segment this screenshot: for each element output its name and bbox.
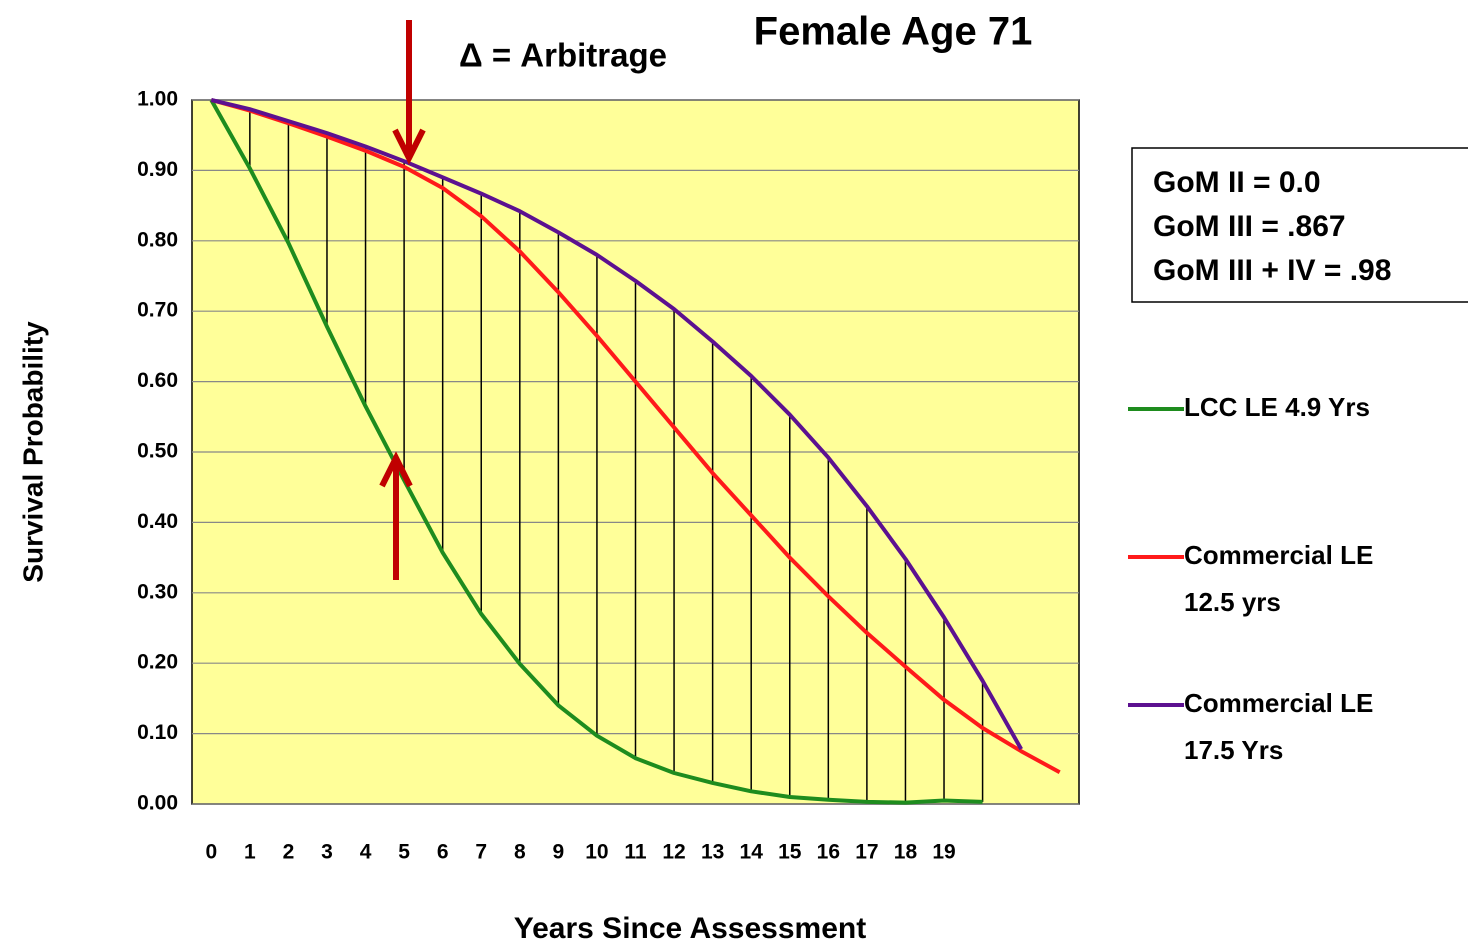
legend-label: LCC LE 4.9 Yrs [1184,392,1370,422]
y-tick-label: 0.20 [137,651,178,674]
y-tick-label: 0.90 [137,158,178,181]
annotation-box [1131,147,1468,303]
x-tick-label: 5 [398,841,410,864]
y-tick-label: 0.60 [137,369,178,392]
x-tick-label: 9 [553,841,565,864]
legend-item: Commercial LE 12.5 yrs [1128,540,1424,626]
x-tick-label: 2 [283,841,295,864]
series-line [210,98,1061,775]
y-tick-label: 0.80 [137,228,178,251]
legend-item: LCC LE 4.9 Yrs [1128,392,1370,431]
x-tick-label: 13 [701,841,724,864]
marks: 0.00 0.10 0.20 0.30 0.40 0.50 0.60 0.70 0.80 0.90… [137,88,1079,864]
x-tick-label: 0 [205,841,217,864]
legend-item: Commercial LE 17.5 Yrs [1128,688,1424,774]
arrow-up [379,451,413,580]
y-tick-label: 0.40 [137,510,178,533]
x-tick-label: 10 [585,841,608,864]
x-tick-label: 18 [894,841,918,864]
x-tick-label: 11 [624,841,647,864]
annotation: GoM II = 0.0 [1153,166,1321,199]
y-tick-label: 0.00 [137,792,178,815]
x-tick-label: 19 [932,841,955,864]
x-tick-label: 8 [514,841,526,864]
x-tick-label: 16 [817,841,840,864]
legend-swatch [1128,555,1184,559]
chart-title: Female Age 71 [754,10,1033,54]
series-line [209,99,983,805]
x-tick-label: 15 [778,841,802,864]
series-line [210,98,1023,751]
x-axis-label: Years Since Assessment [514,912,866,945]
x-tick-label: 17 [855,841,878,864]
legend-swatch [1128,703,1184,707]
annotation: Δ = Arbitrage [459,37,667,74]
x-tick-label: 3 [321,841,333,864]
legend-swatch [1128,407,1184,411]
y-tick-label: 0.50 [137,440,178,463]
x-tick-label: 4 [360,841,372,864]
arrow-down [392,20,426,165]
y-tick-label: 0.30 [137,580,178,603]
y-tick-label: 0.70 [137,299,178,322]
annotation: GoM III = .867 [1153,210,1346,243]
x-tick-label: 12 [662,841,685,864]
y-tick-label: 0.10 [137,721,178,744]
annotation: GoM III + IV = .98 [1153,254,1391,287]
legend-label: Commercial LE 12.5 yrs [1184,540,1374,617]
y-axis-label: Survival Probability [17,321,48,583]
x-tick-label: 14 [740,841,764,864]
x-tick-label: 6 [437,841,449,864]
y-tick-label: 1.00 [137,88,178,111]
x-tick-label: 7 [475,841,487,864]
legend-label: Commercial LE 17.5 Yrs [1184,688,1374,765]
x-tick-label: 1 [244,841,256,864]
